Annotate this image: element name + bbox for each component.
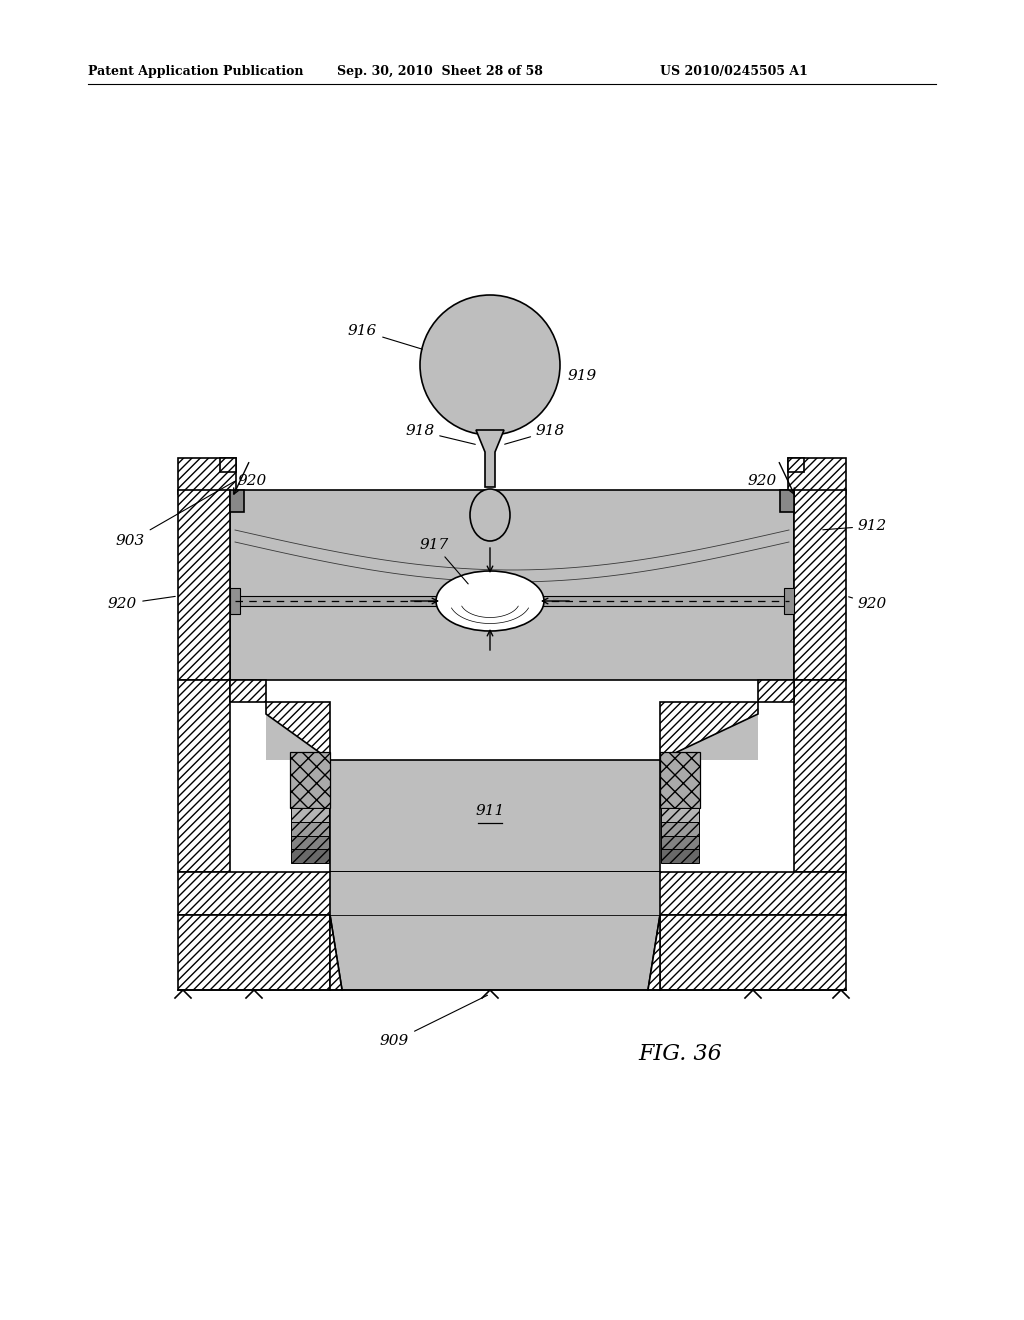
Ellipse shape bbox=[470, 488, 510, 541]
Bar bbox=[266, 702, 330, 760]
Text: 920: 920 bbox=[849, 597, 887, 611]
Bar bbox=[662, 822, 699, 836]
Bar bbox=[178, 873, 846, 915]
Text: 909: 909 bbox=[380, 995, 487, 1048]
Polygon shape bbox=[648, 915, 660, 990]
Bar bbox=[660, 915, 846, 990]
Bar bbox=[784, 587, 794, 614]
Bar bbox=[780, 490, 794, 512]
Text: FIG. 36: FIG. 36 bbox=[638, 1043, 722, 1065]
Text: 917: 917 bbox=[420, 539, 468, 583]
Bar bbox=[178, 490, 230, 680]
Polygon shape bbox=[476, 430, 504, 487]
Bar bbox=[330, 873, 660, 915]
Text: Sep. 30, 2010  Sheet 28 of 58: Sep. 30, 2010 Sheet 28 of 58 bbox=[337, 66, 543, 78]
Polygon shape bbox=[660, 702, 758, 760]
Text: 903: 903 bbox=[116, 482, 234, 548]
Text: US 2010/0245505 A1: US 2010/0245505 A1 bbox=[660, 66, 808, 78]
Text: 911: 911 bbox=[475, 804, 505, 818]
Bar bbox=[291, 849, 329, 863]
Polygon shape bbox=[330, 915, 342, 990]
Bar bbox=[230, 680, 266, 702]
Bar bbox=[230, 587, 240, 614]
Bar bbox=[330, 760, 660, 873]
Bar bbox=[220, 458, 236, 473]
Bar bbox=[660, 752, 700, 808]
Bar bbox=[291, 822, 329, 836]
Polygon shape bbox=[330, 915, 660, 990]
Circle shape bbox=[420, 294, 560, 436]
Bar bbox=[660, 702, 758, 760]
Bar bbox=[230, 597, 794, 606]
Bar bbox=[758, 680, 794, 702]
Bar bbox=[291, 808, 329, 822]
Bar bbox=[662, 808, 699, 822]
Text: 919: 919 bbox=[568, 370, 597, 383]
Text: 912: 912 bbox=[822, 519, 887, 533]
Text: 918: 918 bbox=[505, 424, 565, 445]
Bar bbox=[794, 680, 846, 873]
Text: 918: 918 bbox=[406, 424, 475, 445]
Text: 920: 920 bbox=[238, 474, 267, 488]
Bar bbox=[794, 490, 846, 680]
Bar bbox=[230, 490, 794, 680]
Text: 916: 916 bbox=[348, 323, 422, 350]
Polygon shape bbox=[266, 702, 330, 760]
Ellipse shape bbox=[436, 572, 544, 631]
Bar bbox=[178, 458, 236, 494]
Bar bbox=[662, 836, 699, 849]
Bar bbox=[178, 915, 330, 990]
Bar bbox=[662, 849, 699, 863]
Bar bbox=[230, 490, 244, 512]
Bar bbox=[290, 752, 330, 808]
Bar bbox=[178, 680, 230, 873]
Text: 920: 920 bbox=[748, 474, 777, 488]
Bar bbox=[291, 836, 329, 849]
Bar bbox=[788, 458, 804, 473]
Bar bbox=[788, 458, 846, 494]
Text: 920: 920 bbox=[108, 597, 175, 611]
Text: Patent Application Publication: Patent Application Publication bbox=[88, 66, 303, 78]
